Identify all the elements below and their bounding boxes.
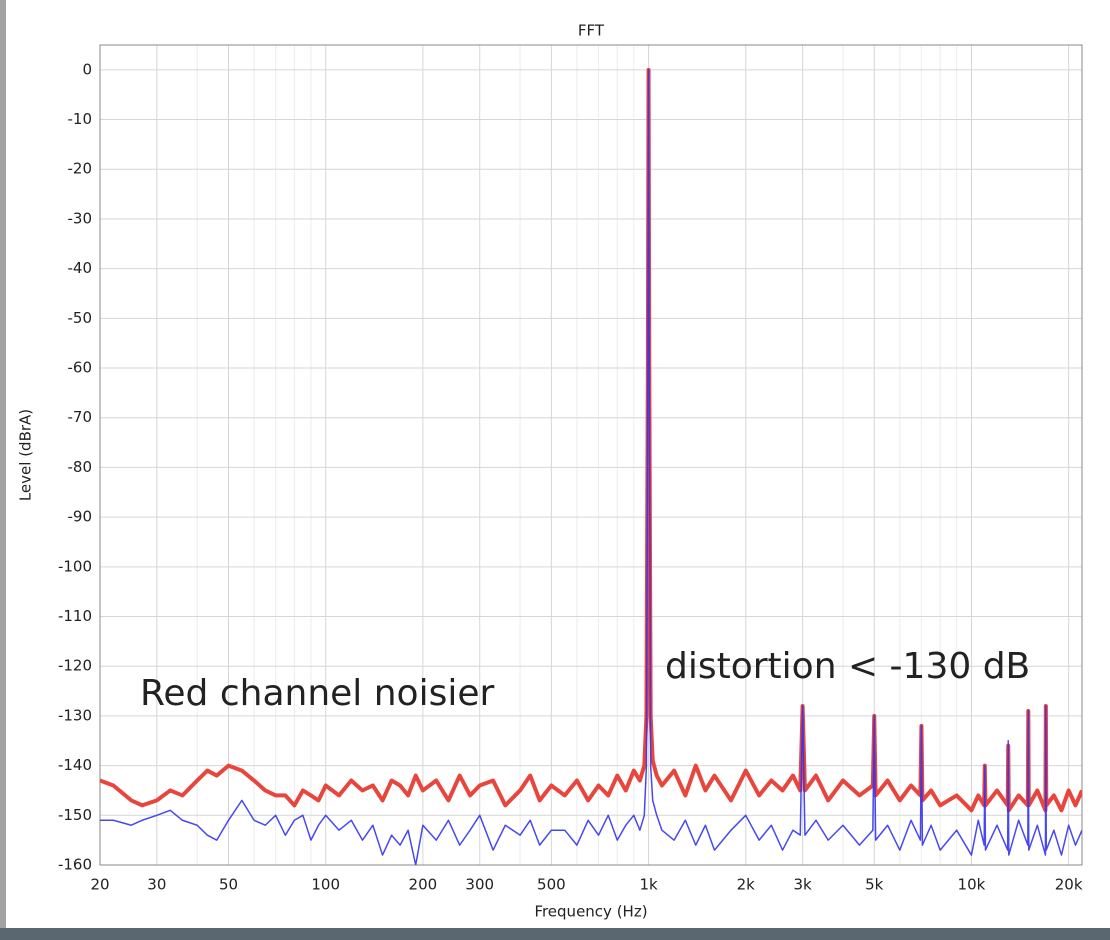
x-tick-label: 20 [90,876,109,894]
x-tick-label: 3k [793,876,812,894]
x-tick-label: 500 [537,876,566,894]
x-tick-label: 10k [958,876,986,894]
y-tick-label: -100 [58,557,92,575]
window-edge [0,0,6,928]
x-axis-label: Frequency (Hz) [534,903,647,921]
x-tick-label: 300 [465,876,494,894]
x-tick-label: 30 [147,876,166,894]
y-tick-label: -20 [68,160,93,178]
y-tick-label: -150 [58,806,92,824]
annotation: distortion < -130 dB [665,646,1030,687]
x-tick-label: 1k [639,876,658,894]
y-tick-label: -110 [58,607,92,625]
y-tick-label: -90 [68,508,93,526]
y-axis-label: Level (dBrA) [17,409,35,501]
y-tick-label: -80 [68,458,93,476]
window-bottom [0,928,1110,940]
annotation: Red channel noisier [140,673,494,714]
y-tick-label: -40 [68,259,93,277]
x-tick-label: 20k [1055,876,1083,894]
x-tick-label: 100 [311,876,340,894]
x-tick-label: 200 [409,876,438,894]
y-tick-label: -160 [58,856,92,874]
y-tick-label: -120 [58,657,92,675]
y-tick-label: -130 [58,706,92,724]
y-tick-label: -10 [68,110,93,128]
y-tick-label: -30 [68,209,93,227]
y-tick-label: -70 [68,408,93,426]
x-tick-label: 5k [865,876,884,894]
y-tick-label: -60 [68,359,93,377]
series-line [100,69,1082,865]
x-tick-label: 50 [219,876,238,894]
y-tick-label: 0 [82,60,92,78]
y-tick-label: -140 [58,756,92,774]
chart-title: FFT [578,22,605,40]
y-tick-label: -50 [68,309,93,327]
plot-frame [99,44,1083,866]
x-tick-label: 2k [737,876,756,894]
